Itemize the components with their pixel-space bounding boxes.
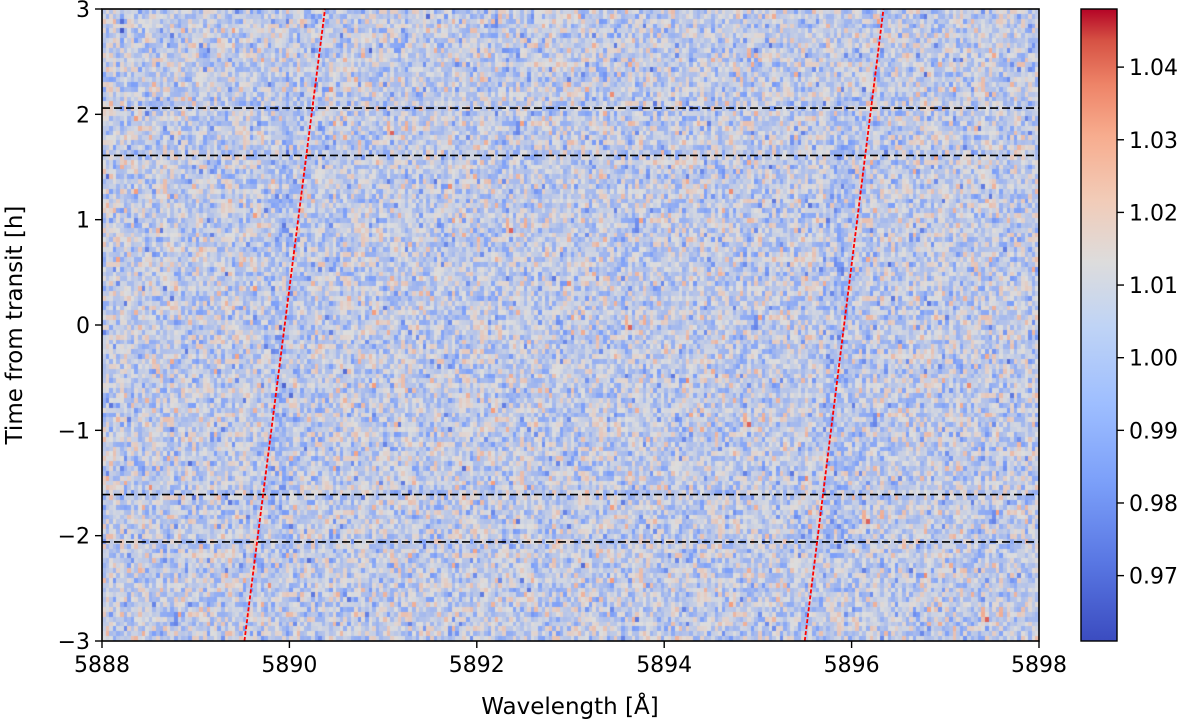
x-axis-label: Wavelength [Å] [481,692,658,720]
x-tick-label: 5888 [74,653,130,678]
x-tick-label: 5896 [824,653,880,678]
colorbar-tick-label: 1.02 [1129,201,1178,226]
x-axis-ticks: 5888 5890 5892 5894 5896 5898 [74,641,1067,678]
colorbar-tick-label: 1.00 [1129,347,1178,372]
colorbar-tick-label: 1.01 [1129,274,1178,299]
x-tick-label: 5892 [449,653,505,678]
y-axis-ticks: −3 −2 −1 0 1 2 3 [58,0,102,655]
planet-trail-line-0 [243,9,326,641]
y-tick-label: 2 [76,103,90,128]
x-tick-label: 5890 [261,653,317,678]
colorbar-ticks: 0.97 0.98 0.99 1.00 1.01 1.02 1.03 1.04 [1117,56,1178,590]
planet-trail-line-1 [803,9,885,641]
colorbar-tick-label: 0.98 [1129,492,1178,517]
y-tick-label: 0 [76,314,90,339]
y-axis-label: Time from transit [h] [2,206,28,446]
colorbar-tick-label: 1.04 [1129,56,1178,81]
y-tick-label: 1 [76,209,90,234]
x-tick-label: 5894 [636,653,692,678]
colorbar-tick-label: 0.99 [1129,419,1178,444]
colorbar-tick-label: 0.97 [1129,565,1178,590]
overlay-lines [102,9,1039,641]
y-tick-label: −3 [58,630,90,655]
heatmap-image [102,9,1039,641]
x-tick-label: 5898 [1011,653,1067,678]
y-tick-label: −1 [58,419,90,444]
colorbar-tick-label: 1.03 [1129,129,1178,154]
y-tick-label: 3 [76,0,90,23]
colorbar [1080,8,1118,642]
y-tick-label: −2 [58,525,90,550]
